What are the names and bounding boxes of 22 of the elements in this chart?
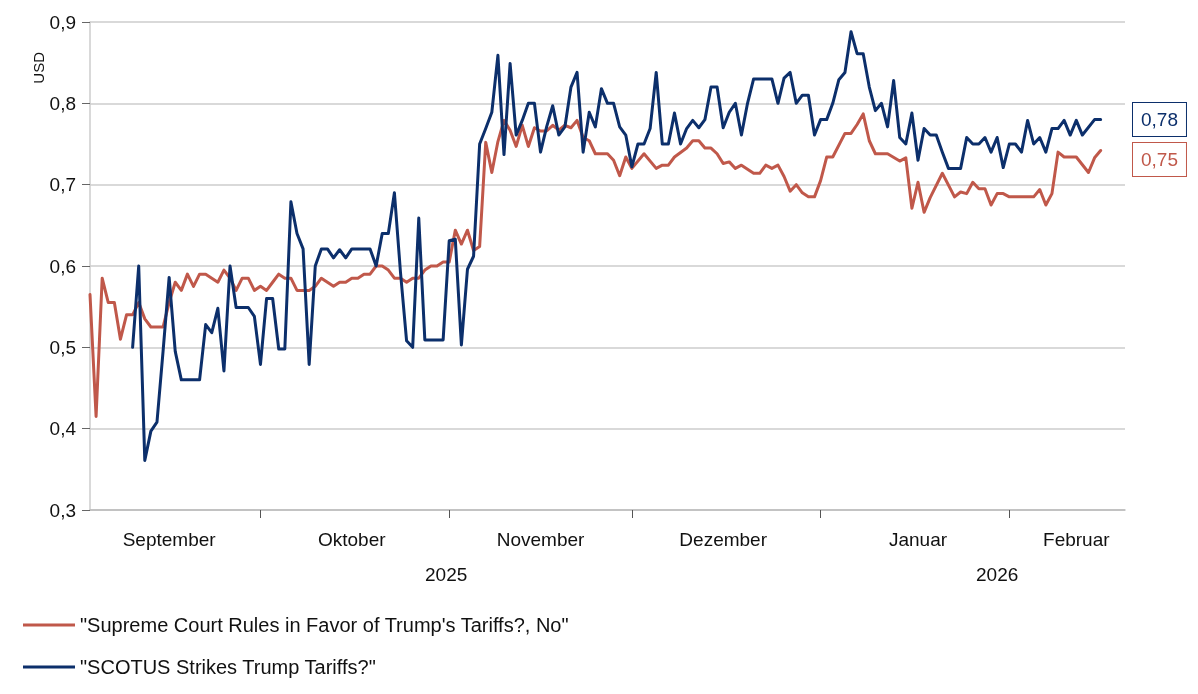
y-axis-title: USD: [30, 51, 47, 84]
x-tick-label: Januar: [888, 529, 948, 550]
legend-label: "Supreme Court Rules in Favor of Trump's Tariffs?, No": [80, 614, 569, 636]
y-tick-label: 0,8: [49, 92, 76, 114]
y-tick-label: 0,6: [49, 255, 76, 277]
x-tick-label: September: [122, 529, 217, 550]
line-series: [131, 30, 1103, 462]
legend-label: "SCOTUS Strikes Trump Tariffs?": [80, 656, 376, 678]
x-tick-label: Februar: [1043, 529, 1111, 550]
annotation: 0,75: [1141, 149, 1178, 171]
x-tick-label: Dezember: [679, 529, 768, 550]
y-tick-label: 0,9: [49, 11, 76, 33]
annotation: 0,78: [1141, 109, 1178, 131]
text: 2025: [425, 563, 468, 585]
y-tick-label: 0,7: [49, 174, 76, 196]
x-tick-label: November: [496, 529, 586, 550]
y-tick-label: 0,5: [49, 336, 76, 358]
y-tick-label: 0,3: [49, 499, 76, 521]
y-tick-label: 0,4: [49, 418, 77, 440]
line-series: [88, 112, 1103, 418]
x-tick-label: Oktober: [318, 529, 387, 550]
text: 2026: [976, 563, 1019, 585]
